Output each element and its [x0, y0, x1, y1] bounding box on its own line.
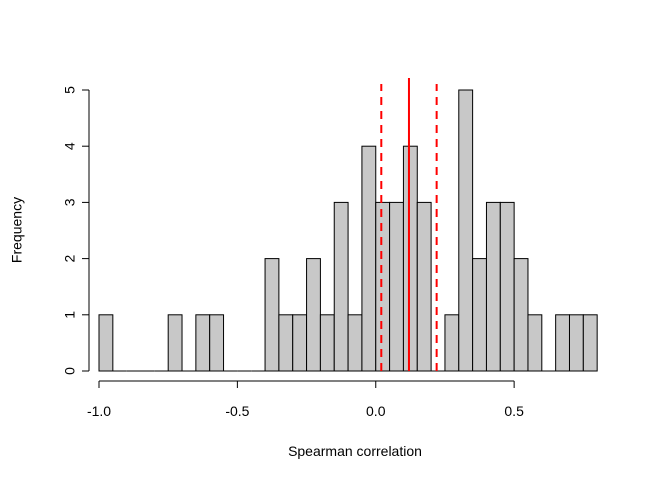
x-tick-label: -0.5: [225, 403, 249, 419]
y-tick-label: 2: [62, 254, 78, 262]
histogram-bar: [375, 201, 391, 372]
reference-lines-group: [380, 78, 438, 371]
histogram-bar: [292, 314, 308, 372]
histogram-bar: [527, 314, 543, 372]
histogram-bar: [264, 258, 280, 372]
y-axis-title: Frequency: [9, 197, 25, 263]
histogram-bar: [416, 201, 432, 372]
histogram-bar: [278, 314, 294, 372]
histogram-bar: [306, 258, 321, 372]
histogram-bar: [361, 145, 377, 372]
y-axis: 0 1 2 3 4 5: [62, 86, 90, 375]
x-axis-title: Spearman correlation: [288, 443, 422, 459]
y-tick-label: 1: [62, 311, 78, 319]
histogram-bar: [209, 314, 225, 372]
histogram-bar: [98, 314, 114, 372]
histogram-bar: [402, 145, 418, 372]
histogram-bar: [347, 314, 363, 372]
histogram-bar: [472, 258, 487, 372]
histogram-bar: [513, 258, 529, 372]
x-tick-label: -1.0: [87, 403, 111, 419]
y-tick-label: 5: [62, 86, 78, 94]
histogram-bar: [568, 314, 584, 372]
histogram-bar: [389, 201, 404, 372]
histogram-bar: [167, 314, 183, 372]
histogram-bar: [485, 201, 501, 372]
histogram-bar: [582, 314, 598, 372]
y-tick-label: 3: [62, 198, 78, 206]
histogram-bar: [333, 201, 349, 372]
histogram-bar: [458, 89, 474, 372]
histogram-bar: [555, 314, 570, 372]
histogram-bar: [499, 201, 515, 372]
histogram-bar: [195, 314, 211, 372]
y-tick-label: 0: [62, 367, 78, 375]
histogram-bar: [319, 314, 335, 372]
bars-group: [98, 89, 598, 372]
y-tick-label: 4: [62, 142, 78, 150]
x-tick-label: 0.5: [504, 403, 524, 419]
x-tick-label: 0.0: [366, 403, 386, 419]
histogram-bar: [444, 314, 460, 372]
x-axis: -1.0 -0.5 0.0 0.5: [87, 380, 524, 419]
